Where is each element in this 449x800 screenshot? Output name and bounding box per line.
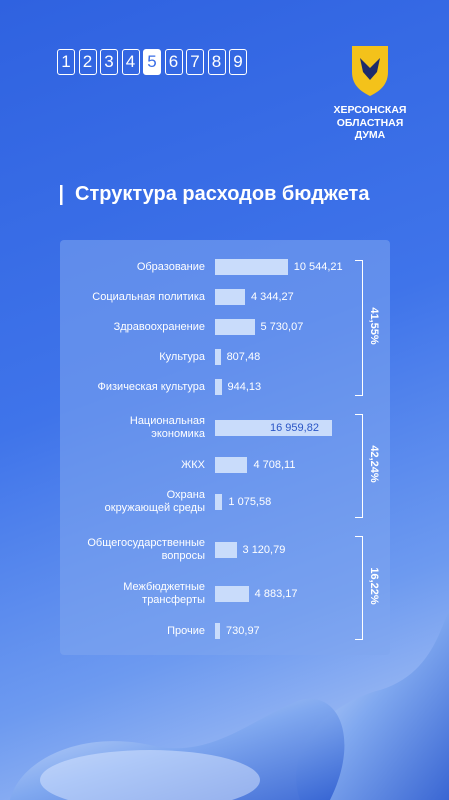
group-share: 42,24% bbox=[368, 445, 380, 483]
group-share: 16,22% bbox=[368, 567, 380, 605]
value-label: 4 708,11 bbox=[253, 459, 296, 471]
bar bbox=[215, 494, 223, 510]
category-label: ЖКХ bbox=[181, 458, 205, 471]
bar bbox=[215, 420, 332, 436]
page-button[interactable]: 4 bbox=[121, 49, 140, 75]
page-button[interactable]: 8 bbox=[207, 49, 226, 75]
category-label: Физическая культура bbox=[97, 380, 206, 393]
group-share: 41,55% bbox=[368, 307, 380, 345]
page-button[interactable]: 7 bbox=[186, 49, 204, 75]
category-label: Социальная политика bbox=[92, 290, 205, 303]
page-button[interactable]: 6 bbox=[164, 49, 183, 75]
group-bracket bbox=[355, 414, 363, 518]
bar bbox=[215, 586, 249, 602]
org-name-line: ОБЛАСТНАЯ bbox=[336, 116, 404, 129]
org-name-line: ДУМА bbox=[354, 129, 386, 141]
org-name-line: ХЕРСОНСКАЯ bbox=[333, 104, 407, 116]
bar bbox=[215, 349, 221, 365]
category-label: Прочие bbox=[167, 624, 205, 637]
category-label: Здравоохранение bbox=[113, 320, 205, 333]
value-label: 4 883,17 bbox=[254, 588, 298, 600]
value-label: 3 120,79 bbox=[242, 544, 286, 556]
page-button[interactable]: 1 bbox=[57, 49, 75, 75]
category-label: Культура bbox=[159, 350, 205, 363]
group-bracket bbox=[355, 536, 363, 640]
bar bbox=[215, 542, 237, 558]
value-label: 5 730,07 bbox=[260, 321, 304, 333]
bar bbox=[215, 457, 248, 473]
bar bbox=[215, 259, 288, 275]
group-bracket bbox=[355, 260, 363, 396]
value-label: 10 544,21 bbox=[293, 261, 343, 273]
page-button[interactable]: 3 bbox=[100, 49, 118, 75]
bar bbox=[215, 319, 255, 335]
bar bbox=[215, 289, 245, 305]
value-label: 807,48 bbox=[226, 351, 261, 363]
category-label: Охрана окружающей среды bbox=[104, 489, 205, 514]
category-label: Образование bbox=[136, 260, 205, 273]
page-button[interactable]: 9 bbox=[229, 49, 247, 75]
page-button[interactable]: 5 bbox=[143, 49, 161, 75]
chart-title: Структура расходов бюджета bbox=[75, 183, 370, 205]
category-label: Национальная экономика bbox=[129, 415, 205, 440]
bar bbox=[215, 379, 222, 395]
value-label: 4 344,27 bbox=[250, 291, 294, 303]
page-button[interactable]: 2 bbox=[78, 49, 97, 75]
value-label: 16 959,82 bbox=[270, 422, 319, 434]
category-label: Общегосударственные вопросы bbox=[87, 537, 205, 562]
value-label: 730,97 bbox=[226, 625, 260, 637]
value-label: 944,13 bbox=[227, 381, 262, 393]
category-label: Межбюджетные трансферты bbox=[123, 581, 205, 606]
bar bbox=[215, 623, 221, 639]
value-label: 1 075,58 bbox=[228, 496, 272, 508]
